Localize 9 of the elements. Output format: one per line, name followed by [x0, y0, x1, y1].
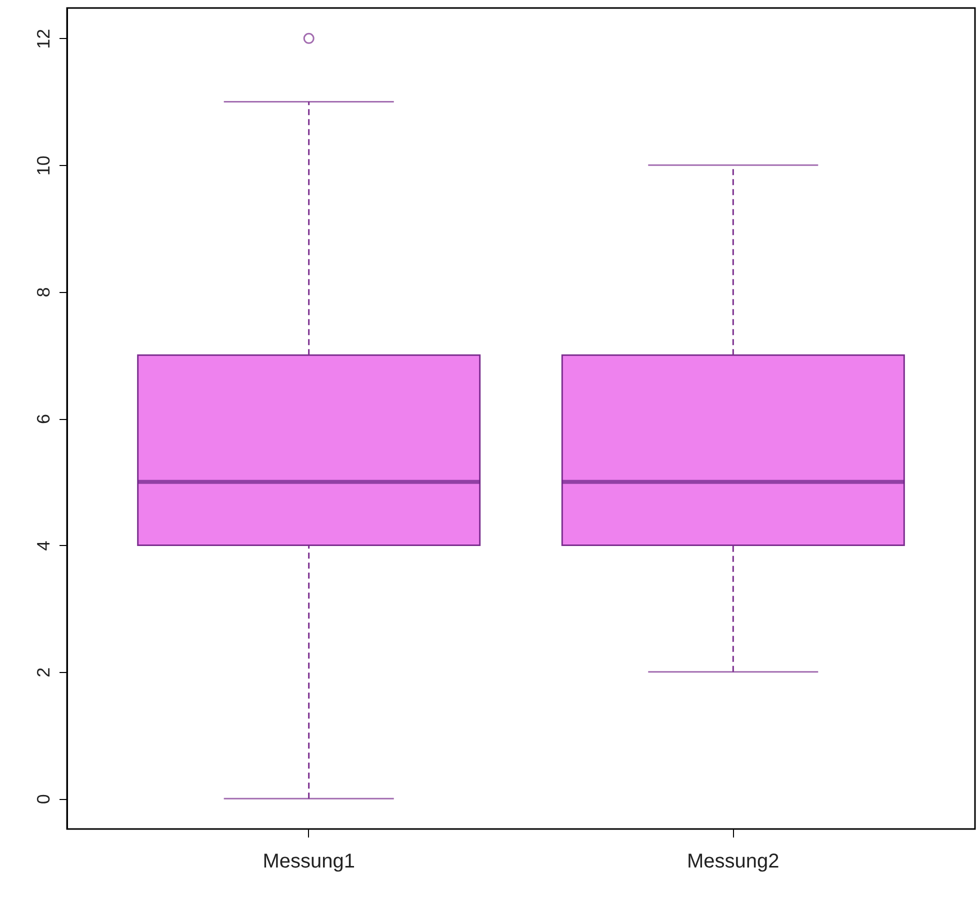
y-tick-label: 0: [34, 794, 54, 804]
y-tick-label: 12: [34, 28, 54, 49]
y-tick-label: 8: [34, 287, 54, 298]
x-tick-label: Messung1: [262, 850, 355, 872]
x-tick-label: Messung2: [687, 850, 780, 872]
y-tick-label: 10: [34, 156, 54, 176]
y-tick-label: 4: [34, 540, 54, 551]
y-tick-label: 6: [34, 414, 54, 424]
y-tick-label: 2: [34, 667, 54, 678]
